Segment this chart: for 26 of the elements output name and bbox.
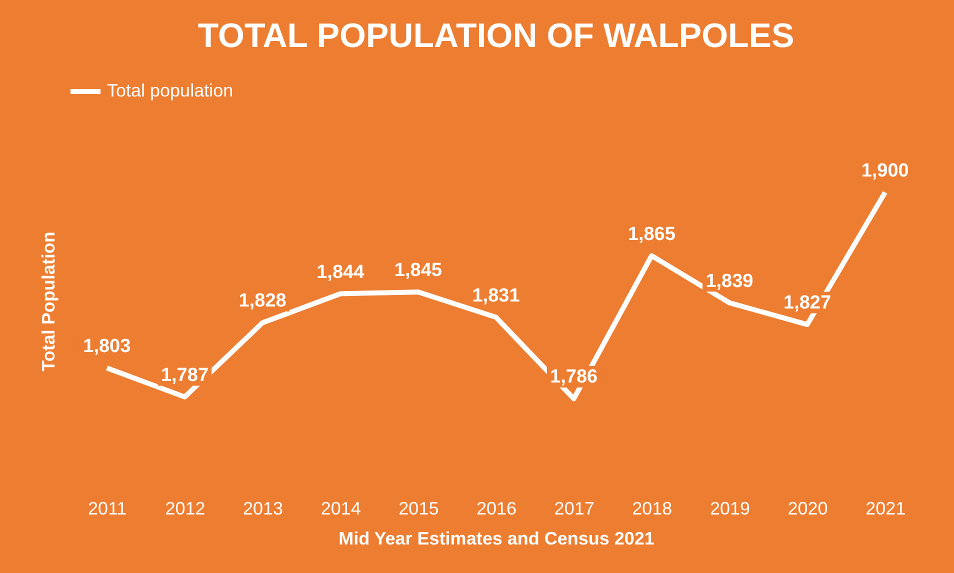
data-label: 1,828 [238, 290, 286, 312]
data-label: 1,787 [160, 364, 208, 386]
x-tick-label: 2012 [165, 498, 206, 518]
legend-label: Total population [107, 80, 234, 100]
data-label: 1,839 [706, 270, 754, 292]
x-tick-label: 2016 [476, 498, 517, 518]
x-tick-label: 2020 [788, 498, 828, 518]
x-axis-title: Mid Year Estimates and Census 2021 [338, 528, 654, 548]
data-label: 1,827 [784, 292, 832, 314]
x-tick-label: 2015 [398, 498, 439, 518]
x-tick-label: 2011 [88, 498, 127, 518]
data-label: 1,845 [394, 260, 442, 281]
x-tick-label: 2017 [554, 498, 594, 518]
x-tick-label: 2014 [320, 498, 361, 518]
x-tick-label: 2021 [866, 498, 906, 518]
data-label: 1,865 [628, 224, 676, 245]
data-label: 1,831 [472, 285, 520, 306]
data-label: 1,900 [861, 160, 909, 182]
data-label: 1,786 [550, 366, 598, 388]
chart-title: TOTAL POPULATION OF WALPOLES [198, 17, 794, 55]
x-tick-label: 2018 [632, 498, 672, 518]
data-label: 1,803 [83, 336, 131, 357]
x-tick-label: 2019 [710, 498, 750, 518]
data-label: 1,844 [316, 262, 365, 283]
x-tick-label: 2013 [243, 498, 284, 518]
y-axis-title: Total Population [38, 232, 58, 372]
